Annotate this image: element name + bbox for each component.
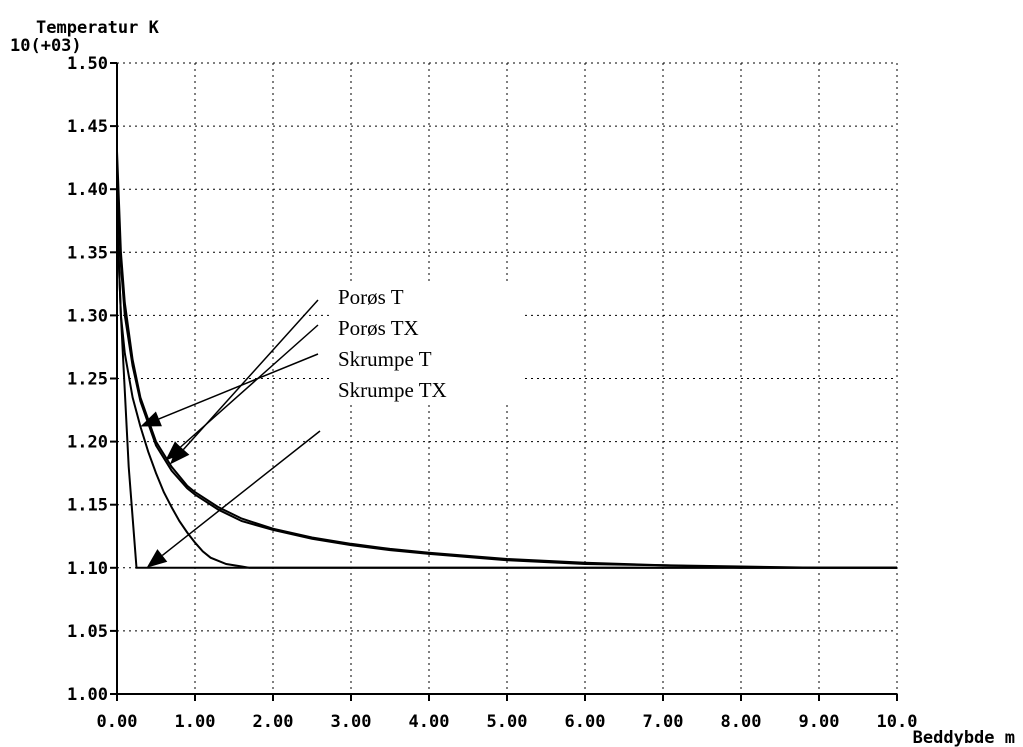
annotation-arrowhead xyxy=(146,549,168,568)
x-tick-label: 8.00 xyxy=(721,712,762,732)
y-tick-label: 1.20 xyxy=(67,433,108,453)
annotation-label: Skrumpe TX xyxy=(338,378,447,402)
series-lines xyxy=(116,151,897,569)
y-tick-label: 1.35 xyxy=(67,243,108,263)
annotation-label: Porøs T xyxy=(338,285,404,309)
annotation-label: Skrumpe T xyxy=(338,347,432,371)
x-tick-label: 7.00 xyxy=(643,712,684,732)
x-axis-label: Beddybde m xyxy=(913,728,1015,747)
y-tick-label: 1.10 xyxy=(67,559,108,579)
y-tick-label: 1.25 xyxy=(67,370,108,390)
y-tick-label: 1.45 xyxy=(67,117,108,137)
x-tick-label: 3.00 xyxy=(331,712,372,732)
x-tick-label: 2.00 xyxy=(253,712,294,732)
x-tick-label: 4.00 xyxy=(409,712,450,732)
annotation-arrowhead xyxy=(165,441,186,461)
annotation-label-background xyxy=(333,282,523,405)
x-tick-label: 10.0 xyxy=(877,712,918,732)
annotation-arrowhead xyxy=(140,411,162,427)
series-line-skrumpe-tx xyxy=(116,214,897,569)
annotation-arrow xyxy=(179,324,319,448)
chart-title: Temperatur K xyxy=(36,18,160,38)
series-line-por-s-tx xyxy=(116,176,897,569)
y-tick-label: 1.00 xyxy=(67,685,108,705)
y-tick-label: 1.05 xyxy=(67,622,108,642)
y-tick-label: 1.50 xyxy=(67,54,108,74)
x-tick-label: 6.00 xyxy=(565,712,606,732)
annotation-arrow xyxy=(161,430,321,556)
annotation-arrow xyxy=(158,353,319,420)
y-axis-multiplier: 10(+03) xyxy=(10,36,82,56)
axes: 0.00 1.00 2.00 3.00 4.00 5.00 6.00 7.00 8.00 9.00… xyxy=(67,54,917,732)
x-tick-label: 9.00 xyxy=(799,712,840,732)
annotations: Porøs T Porøs TX Skrumpe T Skrumpe TX xyxy=(140,282,523,568)
y-tick-label: 1.30 xyxy=(67,306,108,326)
x-tick-label: 0.00 xyxy=(97,712,138,732)
y-tick-label: 1.40 xyxy=(67,180,108,200)
y-tick-label: 1.15 xyxy=(67,496,108,516)
x-tick-label: 1.00 xyxy=(175,712,216,732)
x-tick-label: 5.00 xyxy=(487,712,528,732)
annotation-label: Porøs TX xyxy=(338,316,419,340)
